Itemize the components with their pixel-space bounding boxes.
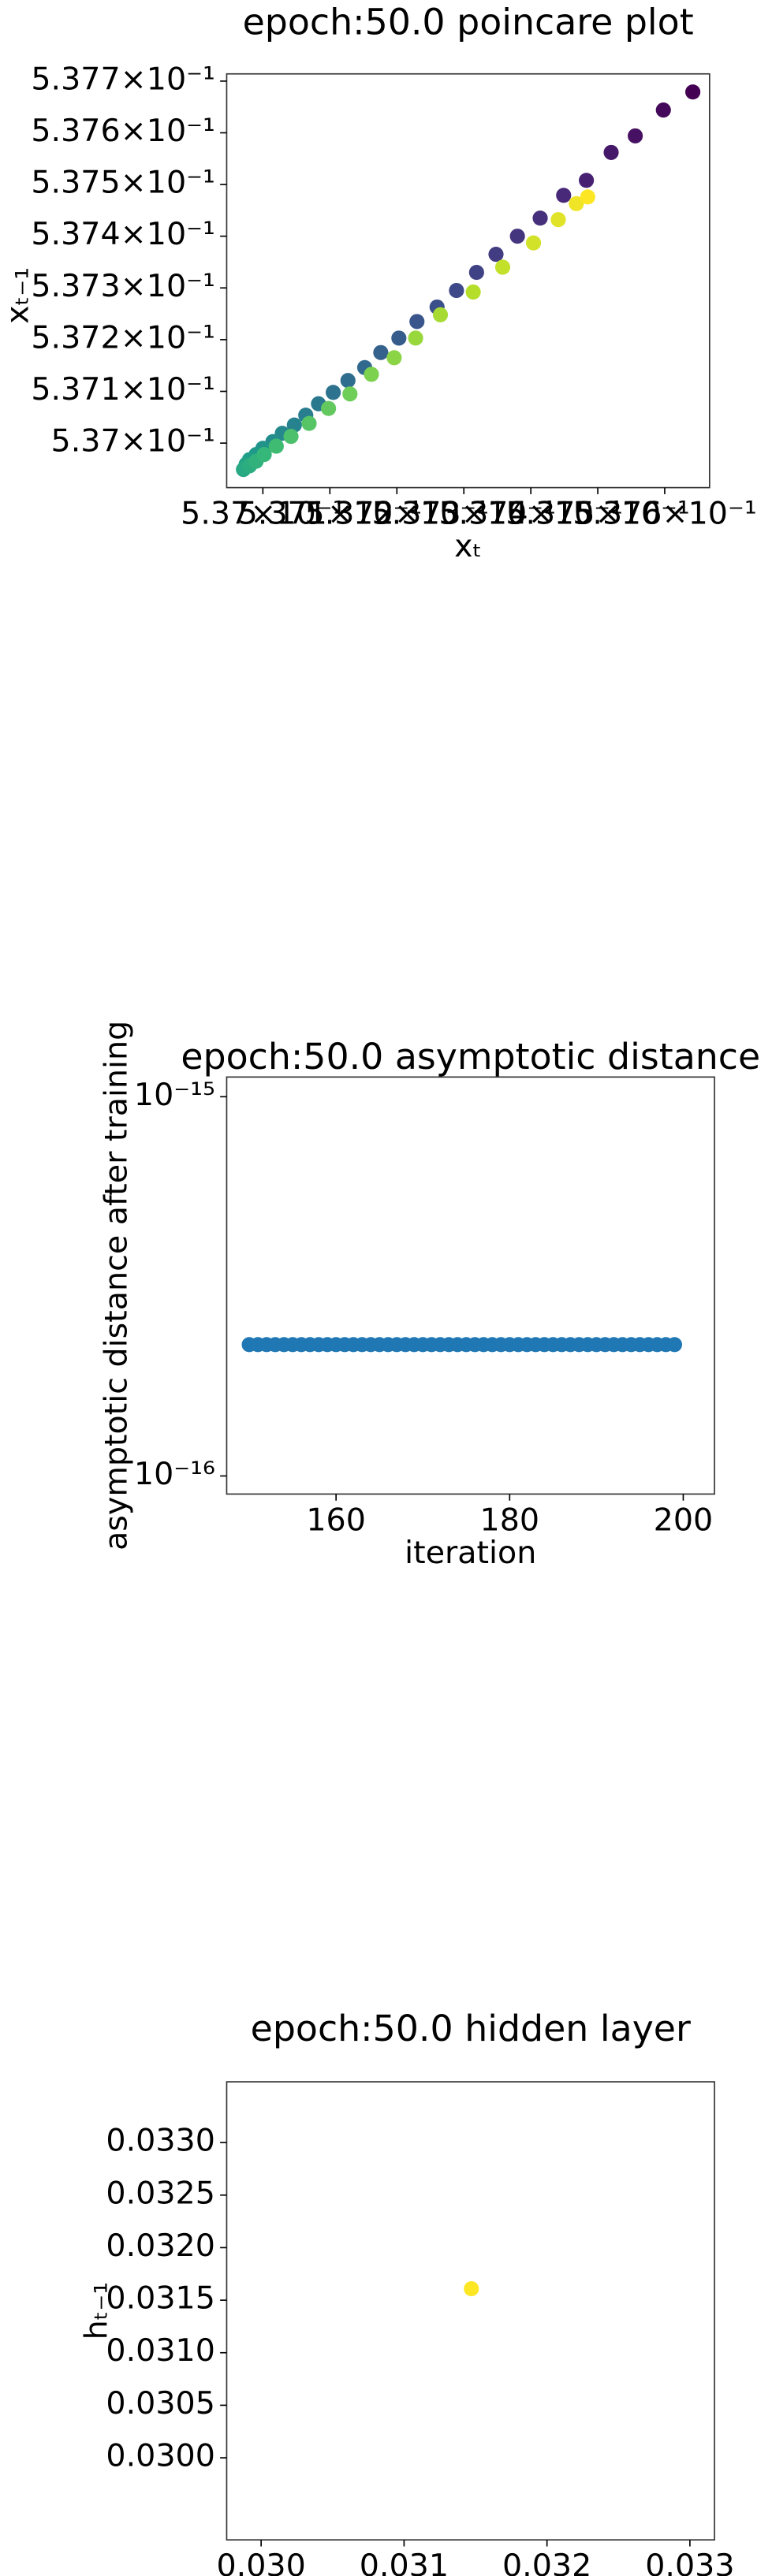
plot-frame xyxy=(226,73,710,489)
point xyxy=(494,259,511,275)
x-tick-label: 180 xyxy=(480,1502,540,1538)
point xyxy=(685,84,701,100)
y-tick-label: 10⁻¹⁶ xyxy=(134,1456,215,1492)
x-tick-label: 0.033 xyxy=(645,2548,734,2576)
x-tick-label: 5.37×10⁻¹ xyxy=(181,496,345,532)
y-tick-label: 10⁻¹⁵ xyxy=(134,1077,215,1113)
x-tick-label: 0.030 xyxy=(217,2548,306,2576)
y-tick-label: 0.0325 xyxy=(106,2175,214,2211)
plot-frame xyxy=(226,2081,715,2541)
chart-title: epoch:50.0 hidden layer xyxy=(251,2007,691,2049)
point xyxy=(556,188,572,203)
y-tick-label: 5.376×10⁻¹ xyxy=(31,113,215,149)
point xyxy=(550,212,566,228)
x-tick-label: 5.371×10⁻¹ xyxy=(238,496,423,532)
point xyxy=(409,314,425,329)
point xyxy=(449,282,464,299)
point xyxy=(666,1337,683,1353)
point xyxy=(301,415,317,431)
point xyxy=(603,144,619,160)
y-tick-label: 5.374×10⁻¹ xyxy=(31,216,215,252)
y-tick-label: 0.0320 xyxy=(106,2228,214,2264)
x-tick-label: 160 xyxy=(306,1502,366,1538)
y-tick-label: 0.0315 xyxy=(106,2280,214,2317)
point xyxy=(532,210,548,226)
point xyxy=(373,344,389,360)
point xyxy=(286,417,302,433)
x-tick-label: 5.375×10⁻¹ xyxy=(505,496,690,532)
y-tick-label: 5.377×10⁻¹ xyxy=(31,61,215,97)
point xyxy=(509,229,525,244)
x-tick-label: 0.032 xyxy=(502,2548,591,2576)
point xyxy=(325,385,341,400)
point xyxy=(340,373,356,389)
plot-frame xyxy=(226,1076,715,1495)
chart-title: epoch:50.0 asymptotic distance xyxy=(181,1035,760,1078)
point xyxy=(525,235,542,251)
point xyxy=(268,438,284,454)
x-axis-label: iteration xyxy=(405,1535,536,1571)
point xyxy=(321,400,337,416)
point xyxy=(256,447,272,463)
y-tick-label: 0.0330 xyxy=(106,2123,214,2159)
point xyxy=(364,367,379,382)
y-tick-label: 5.37×10⁻¹ xyxy=(51,423,215,460)
y-axis-label: asymptotic distance after training xyxy=(98,1021,134,1550)
y-axis-label: xₜ₋₁ xyxy=(0,267,36,324)
point xyxy=(432,307,449,322)
y-tick-label: 5.372×10⁻¹ xyxy=(31,319,215,356)
point xyxy=(391,330,407,346)
y-tick-label: 5.371×10⁻¹ xyxy=(31,371,215,408)
y-axis-label: hₜ₋₁ xyxy=(79,2282,115,2340)
y-tick-label: 0.0305 xyxy=(106,2385,214,2422)
y-tick-label: 5.375×10⁻¹ xyxy=(31,165,215,201)
point xyxy=(628,128,643,143)
x-tick-label: 200 xyxy=(654,1502,714,1538)
y-tick-label: 0.0310 xyxy=(106,2332,214,2369)
point xyxy=(386,350,402,366)
point xyxy=(579,173,595,188)
x-axis-label: xₜ xyxy=(454,528,482,564)
point xyxy=(464,2280,479,2297)
point xyxy=(488,247,504,262)
point xyxy=(465,284,481,300)
chart-title: epoch:50.0 poincare plot xyxy=(243,1,694,43)
y-tick-label: 5.373×10⁻¹ xyxy=(31,268,215,304)
x-tick-label: 5.372×10⁻¹ xyxy=(305,496,490,532)
point xyxy=(580,189,595,205)
point xyxy=(408,330,423,346)
point xyxy=(655,102,671,118)
y-tick-label: 0.0300 xyxy=(106,2438,214,2474)
x-tick-label: 5.376×10⁻¹ xyxy=(572,496,757,532)
point xyxy=(283,429,299,445)
point xyxy=(342,386,358,402)
x-tick-label: 5.373×10⁻¹ xyxy=(371,496,556,532)
x-tick-label: 5.374×10⁻¹ xyxy=(438,496,623,532)
point xyxy=(468,264,484,281)
x-tick-label: 0.031 xyxy=(360,2548,449,2576)
point xyxy=(569,195,584,211)
